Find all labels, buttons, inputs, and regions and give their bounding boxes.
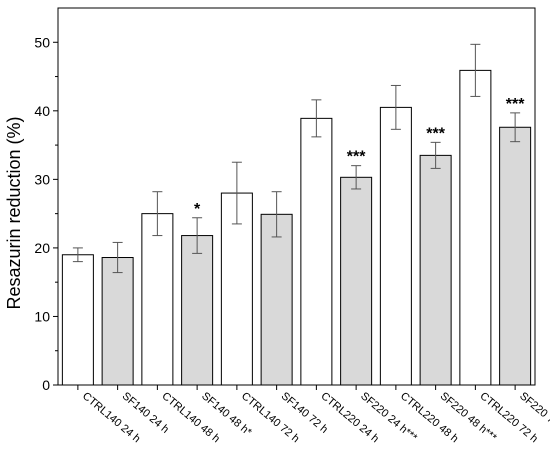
error-bar-6 (271, 191, 282, 238)
plot-frame (57, 7, 536, 386)
error-bar-8 (351, 165, 362, 190)
error-bar-9 (390, 84, 401, 130)
error-bar-7 (311, 99, 322, 138)
bar-5 (220, 192, 253, 386)
y-tick-label-50: 50 (34, 34, 50, 50)
y-tick-label-30: 30 (34, 171, 50, 187)
bar-10 (419, 154, 452, 386)
bar-11 (459, 69, 492, 386)
bar-6 (260, 213, 293, 386)
bar-4 (181, 235, 214, 386)
y-tick-label-0: 0 (42, 377, 50, 393)
error-bar-2 (112, 241, 123, 274)
y-axis-title: Resazurin reduction (%) (4, 116, 24, 309)
significance-label-10: *** (426, 125, 445, 142)
bar-12 (499, 126, 532, 386)
bar-8 (340, 176, 373, 386)
error-bar-3 (152, 191, 163, 237)
bar-7 (300, 117, 333, 386)
error-bar-1 (72, 247, 83, 263)
significance-label-8: *** (347, 149, 366, 166)
y-tick-label-20: 20 (34, 240, 50, 256)
error-bar-5 (231, 161, 242, 225)
bars-layer: ********** (61, 43, 532, 386)
y-tick-label-40: 40 (34, 103, 50, 119)
significance-label-12: *** (506, 96, 525, 113)
bar-9 (379, 106, 412, 386)
error-bar-4 (192, 217, 203, 254)
bar-3 (141, 213, 174, 386)
significance-label-4: * (194, 201, 201, 218)
error-bar-11 (470, 43, 481, 97)
error-bar-12 (510, 112, 521, 143)
bar-1 (61, 254, 94, 386)
error-bar-10 (430, 141, 441, 169)
bar-2 (101, 257, 134, 386)
y-tick-label-10: 10 (34, 308, 50, 324)
